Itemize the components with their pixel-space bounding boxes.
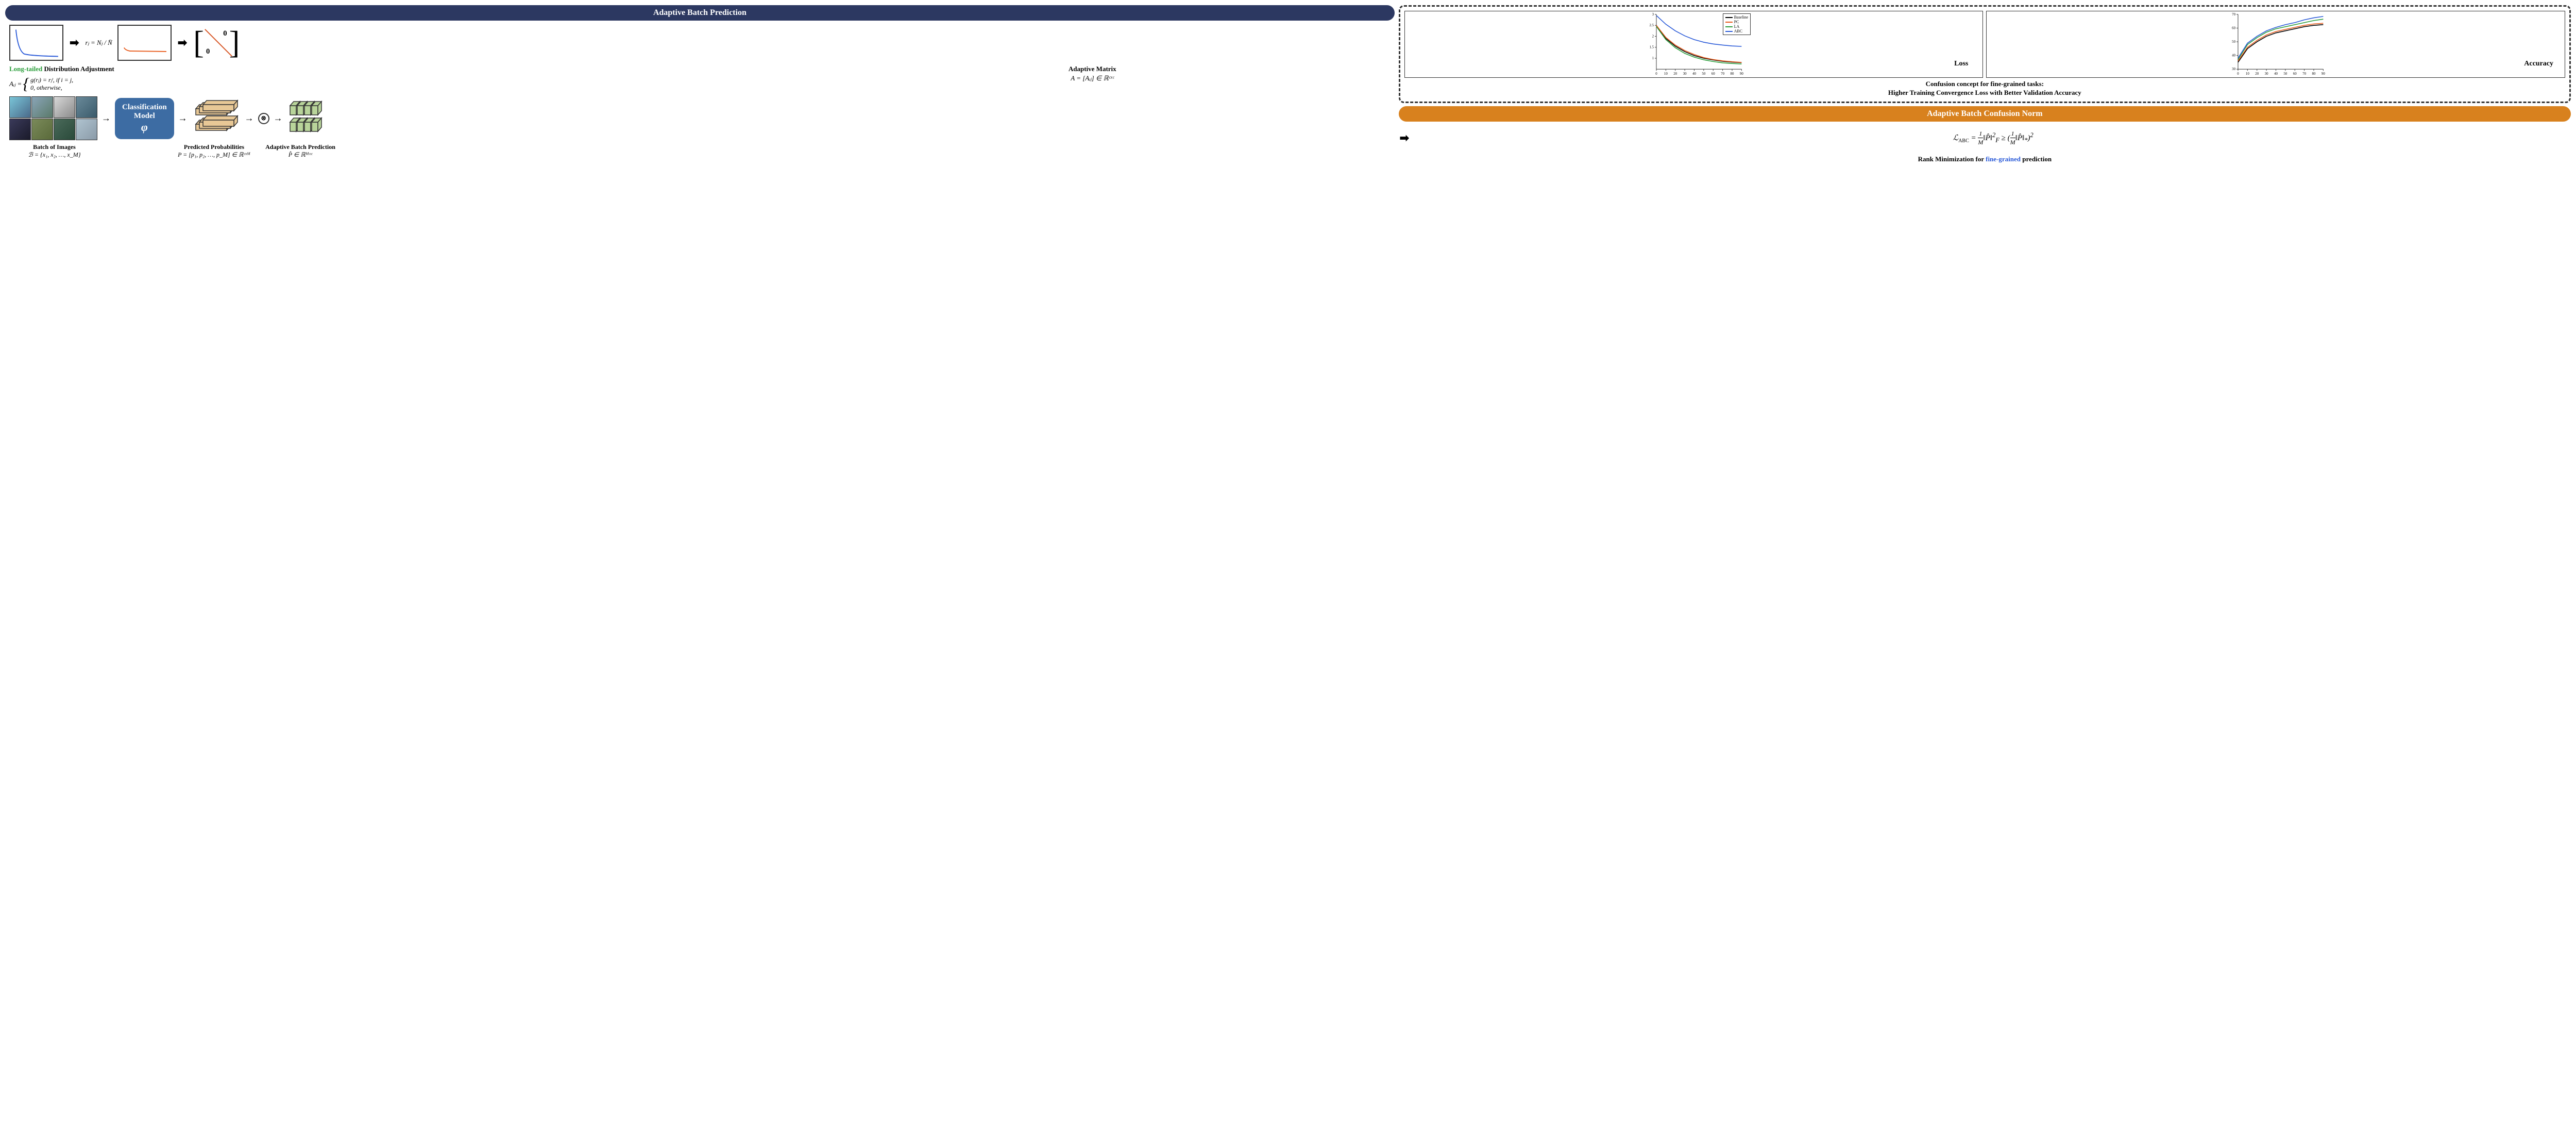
- svg-text:0: 0: [1655, 72, 1657, 76]
- confusion-concept-box: 0 10 20 30 40 50 60 70 80 90 1 1.5 2 2.5 3 BaselinePCL…: [1399, 5, 2571, 103]
- banner-abp: Adaptive Batch Prediction: [5, 5, 1395, 21]
- svg-text:40: 40: [1692, 72, 1696, 76]
- matrix-formula: A = [Aᵢⱼ] ∈ ℝᶜˣᶜ: [794, 74, 1391, 82]
- arrow-icon: →: [245, 113, 254, 124]
- image-batch-grid: [9, 96, 97, 140]
- aij-formula: Aᵢⱼ = { g(rⱼ) = rⱼᵗ, if i = j, 0, otherw…: [9, 74, 784, 93]
- svg-text:30: 30: [2265, 72, 2268, 76]
- classification-model-box: Classification Model φ: [115, 98, 174, 139]
- svg-text:70: 70: [2303, 72, 2307, 76]
- svg-text:20: 20: [1673, 72, 1677, 76]
- abc-loss-formula: ℒABC = 1M‖P̂‖2F ≥ (1M‖P̂‖*)2: [1415, 127, 2571, 150]
- formula-row: Long-tailed Distribution Adjustment Aᵢⱼ …: [5, 65, 1395, 93]
- pipeline-labels: Batch of Images ℬ = {x₁, x₂, …, x_M} Pre…: [5, 143, 1395, 159]
- banner-abcn: Adaptive Batch Confusion Norm: [1399, 106, 2571, 122]
- svg-text:20: 20: [2256, 72, 2259, 76]
- top-diagram-row: ➡ rⱼ = Nⱼ / N̄ ➡ [ 0 0 ]: [5, 24, 1395, 62]
- arrow-icon: ➡: [177, 36, 188, 49]
- chart-legend: BaselinePCLAABC: [1723, 13, 1751, 35]
- abp-label: Adaptive Batch Prediction: [265, 143, 335, 150]
- arrow-icon: ➡: [1399, 131, 1410, 145]
- rj-formula: rⱼ = Nⱼ / N̄: [85, 39, 112, 47]
- svg-text:60: 60: [2293, 72, 2297, 76]
- rank-min-caption: Rank Minimization for fine-grained predi…: [1399, 155, 2571, 163]
- tensor-product-op: ⊗: [258, 113, 269, 124]
- svg-text:1.5: 1.5: [1649, 46, 1654, 49]
- svg-text:80: 80: [1730, 72, 1734, 76]
- figure-root: Adaptive Batch Prediction ➡ rⱼ = Nⱼ / N̄…: [5, 5, 2571, 163]
- batch-label: Batch of Images: [33, 143, 76, 150]
- svg-text:40: 40: [2274, 72, 2278, 76]
- svg-text:90: 90: [1740, 72, 1743, 76]
- arrow-icon: →: [274, 113, 283, 124]
- svg-text:50: 50: [2232, 40, 2236, 44]
- arrow-icon: →: [101, 113, 111, 124]
- loss-label: Loss: [1954, 60, 1968, 68]
- batch-formula: ℬ = {x₁, x₂, …, x_M}: [28, 151, 80, 158]
- svg-text:80: 80: [2312, 72, 2316, 76]
- pred-prob-label: Predicted Probabilities: [184, 143, 244, 150]
- svg-text:10: 10: [1664, 72, 1668, 76]
- longtail-dist-plot: [9, 25, 63, 61]
- arrow-icon: →: [178, 113, 188, 124]
- svg-text:90: 90: [2321, 72, 2325, 76]
- svg-text:30: 30: [2232, 68, 2236, 71]
- loss-chart: 0 10 20 30 40 50 60 70 80 90 1 1.5 2 2.5 3 BaselinePCL…: [1404, 11, 1984, 78]
- right-panel: 0 10 20 30 40 50 60 70 80 90 1 1.5 2 2.5 3 BaselinePCL…: [1399, 5, 2571, 163]
- svg-text:1: 1: [1652, 57, 1654, 60]
- adaptive-batch-tensor: [287, 99, 328, 137]
- accuracy-chart: 0 10 20 30 40 50 60 70 80 90 30 40 50 60 70 Accuracy: [1986, 11, 2565, 78]
- acc-label: Accuracy: [2524, 60, 2553, 68]
- svg-text:2.5: 2.5: [1649, 24, 1654, 27]
- flat-dist-plot: [117, 25, 172, 61]
- svg-text:10: 10: [2246, 72, 2249, 76]
- svg-text:50: 50: [2284, 72, 2287, 76]
- svg-text:30: 30: [1683, 72, 1686, 76]
- svg-text:60: 60: [1711, 72, 1715, 76]
- svg-text:70: 70: [1721, 72, 1724, 76]
- svg-text:0: 0: [2238, 72, 2240, 76]
- svg-text:60: 60: [2232, 26, 2236, 30]
- pipeline-row: → Classification Model φ →: [5, 96, 1395, 140]
- adaptive-matrix-label: Adaptive Matrix: [794, 65, 1391, 73]
- predicted-prob-tensor: [192, 99, 241, 137]
- charts-row: 0 10 20 30 40 50 60 70 80 90 1 1.5 2 2.5 3 BaselinePCL…: [1404, 11, 2565, 78]
- dist-adj-label: Long-tailed Distribution Adjustment: [9, 65, 784, 73]
- abp-formula: P̂ ∈ ℝᴹˣᶜ: [289, 151, 312, 158]
- svg-text:2: 2: [1652, 35, 1654, 38]
- svg-text:40: 40: [2232, 54, 2236, 58]
- svg-text:3: 3: [1652, 13, 1654, 16]
- arrow-icon: ➡: [69, 36, 80, 49]
- pred-formula: P = [p₁, p₂, …, p_M] ∈ ℝᶜˣᴹ: [178, 151, 250, 158]
- left-panel: Adaptive Batch Prediction ➡ rⱼ = Nⱼ / N̄…: [5, 5, 1395, 163]
- svg-text:70: 70: [2232, 13, 2236, 16]
- adaptive-matrix-viz: [ 0 0 ]: [193, 25, 240, 61]
- svg-text:50: 50: [1702, 72, 1705, 76]
- confusion-caption: Confusion concept for fine-grained tasks…: [1404, 80, 2565, 97]
